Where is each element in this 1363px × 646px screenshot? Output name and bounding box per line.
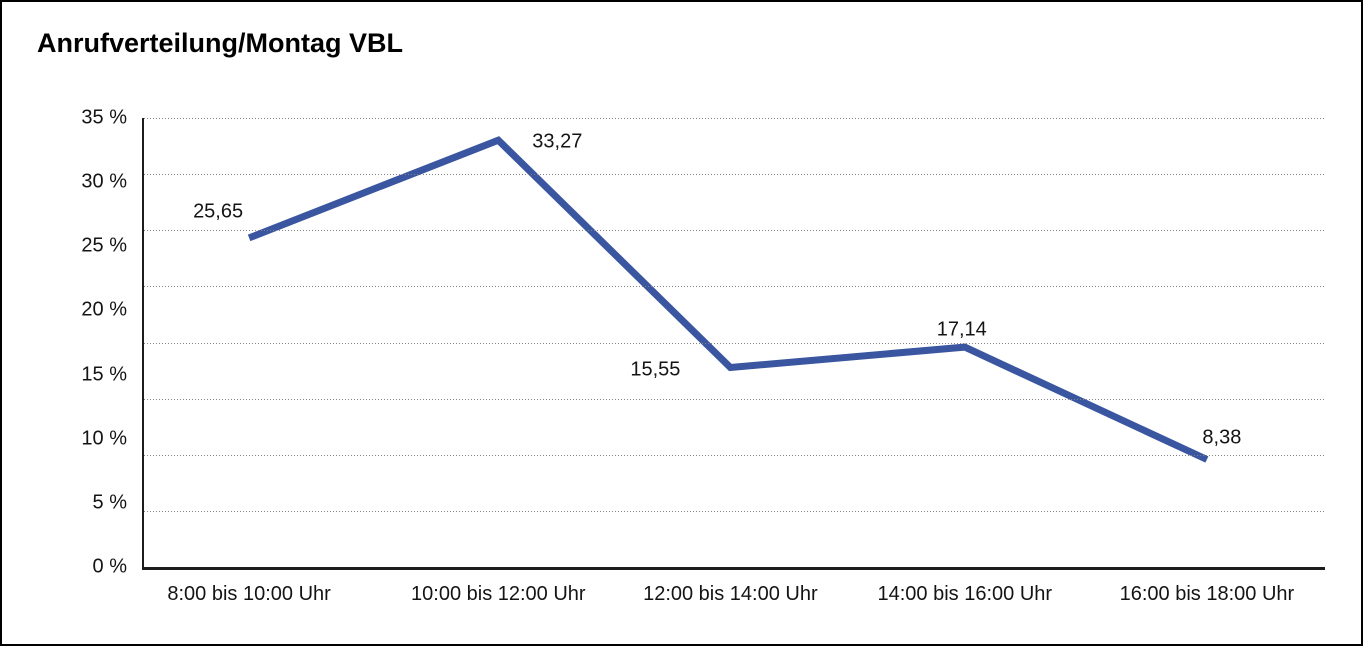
gridline (144, 118, 1325, 119)
x-axis-tick-label: 8:00 bis 10:00 Uhr (167, 583, 331, 605)
data-point-label: 33,27 (532, 130, 583, 153)
series-line-svg (247, 136, 1209, 463)
y-axis-tick-label: 20 % (81, 298, 127, 321)
y-axis-tick-label: 30 % (81, 170, 127, 193)
gridline (144, 286, 1325, 288)
y-axis-tick-label: 25 % (81, 234, 127, 257)
data-point-label: 15,55 (630, 358, 681, 381)
y-axis-tick-label: 10 % (81, 427, 127, 450)
y-axis-labels: 35 % 30 % 25 % 20 % 15 % 10 % 5 % 0 % (2, 107, 127, 578)
x-axis-tick-label: 10:00 bis 12:00 Uhr (411, 583, 586, 605)
gridline (144, 398, 1325, 400)
gridline (144, 454, 1325, 456)
y-axis-tick-label: 5 % (92, 491, 127, 514)
gridline (144, 510, 1325, 512)
x-axis-tick-label: 16:00 bis 18:00 Uhr (1119, 583, 1295, 605)
data-point-label: 8,38 (1202, 426, 1242, 449)
chart-title: Anrufverteilung/Montag VBL (37, 28, 403, 58)
gridline (144, 230, 1325, 232)
data-point-label: 17,14 (936, 318, 987, 341)
x-axis-tick-label: 14:00 bis 16:00 Uhr (877, 583, 1053, 605)
y-axis-tick-label: 0 % (92, 555, 127, 578)
x-axis-tick-label: 12:00 bis 14:00 Uhr (643, 583, 818, 605)
x-axis-labels: 8:00 bis 10:00 Uhr 10:00 bis 12:00 Uhr 12:… (144, 583, 1325, 609)
data-point-label: 25,65 (193, 200, 244, 223)
gridline (144, 342, 1325, 344)
y-axis-tick-label: 15 % (81, 363, 127, 386)
gridline (144, 174, 1325, 176)
series-line (247, 136, 1209, 463)
plot-area: 25,65 33,27 15,55 17,14 8,38 (142, 118, 1325, 570)
y-axis-tick-label: 35 % (81, 106, 127, 129)
